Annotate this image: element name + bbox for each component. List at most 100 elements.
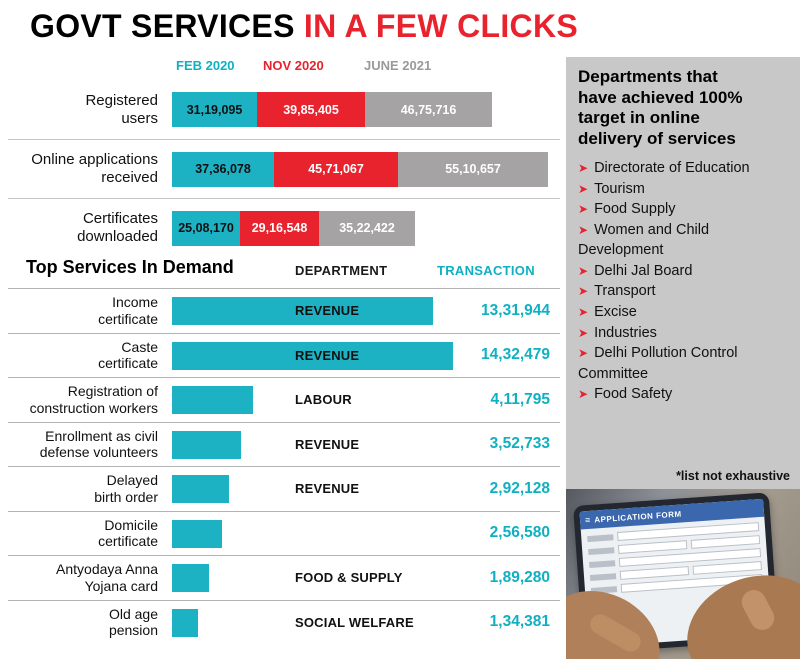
segment-value: 25,08,170 [178, 221, 234, 235]
service-department: REVENUE [295, 303, 360, 319]
service-bar [172, 430, 241, 459]
category-label: Online applications received [31, 151, 158, 186]
list-item: ➤ Transport [578, 281, 788, 302]
bar-segment-nov: 39,85,405 [257, 92, 365, 127]
list-item: ➤ Delhi Jal Board [578, 261, 788, 282]
list-item: ➤ Tourism [578, 179, 788, 200]
arrow-bullet-icon: ➤ [578, 284, 589, 299]
service-label: Old age pension [108, 605, 158, 639]
service-department: REVENUE [295, 481, 360, 497]
segment-value: 45,71,067 [308, 162, 364, 176]
list-item-label: Delhi Pollution Control Committee [578, 345, 738, 382]
form-field-label [588, 546, 615, 555]
service-row-body: SOCIAL WELFARE 1,34,381 [168, 601, 560, 645]
list-item: ➤ Directorate of Education [578, 158, 788, 179]
service-label: Registration of construction workers [29, 383, 158, 416]
segment-value: 46,75,716 [400, 102, 457, 117]
list-item-label: Transport [594, 283, 656, 300]
legend-feb-2020: FEB 2020 [176, 58, 235, 73]
arrow-bullet-icon: ➤ [578, 202, 589, 217]
stacked-bar-chart: Registered users 31,19,095 39,85,405 46,… [8, 80, 560, 257]
form-field [690, 535, 761, 549]
list-item-label: Food Supply [594, 201, 676, 218]
service-row-body: REVENUE 2,92,128 [168, 467, 560, 511]
stacked-bar-row: Online applications received 37,36,078 4… [8, 139, 560, 198]
service-row: Caste certificate REVENUE 14,32,479 [8, 332, 560, 378]
column-header-transaction: TRANSACTION [437, 263, 535, 278]
service-bar [172, 341, 453, 370]
arrow-bullet-icon: ➤ [578, 325, 589, 340]
tablet-photo: ≡ APPLICATION FORM [566, 489, 800, 659]
list-item: ➤ Delhi Pollution Control Committee [578, 343, 788, 384]
service-department: LABOUR [295, 392, 352, 408]
arrow-bullet-icon: ➤ [578, 387, 589, 402]
service-row: Domicile certificate 2,56,580 [8, 510, 560, 556]
stacked-bar: 25,08,170 29,16,548 35,22,422 [172, 210, 415, 246]
panel-heading: Departments that have achieved 100% targ… [578, 67, 743, 149]
list-item-label: Industries [594, 324, 657, 341]
list-item: ➤ Women and Child Development [578, 220, 788, 261]
service-row: Delayed birth order REVENUE 2,92,128 [8, 466, 560, 511]
service-row: Enrollment as civil defense volunteers R… [8, 421, 560, 467]
segment-value: 37,36,078 [195, 162, 251, 176]
arrow-bullet-icon: ➤ [578, 304, 589, 319]
service-label: Antyodaya Anna Yojana card [56, 561, 158, 594]
service-row: Antyodaya Anna Yojana card FOOD & SUPPLY… [8, 555, 560, 600]
department-list: ➤ Directorate of Education ➤ Tourism ➤ Food… [578, 158, 788, 405]
list-item: ➤ Excise [578, 302, 788, 323]
service-department: REVENUE [295, 347, 360, 363]
legend-nov-2020: NOV 2020 [263, 58, 324, 73]
service-bar [172, 608, 198, 637]
form-field [617, 540, 688, 554]
service-label: Enrollment as civil defense volunteers [39, 427, 158, 461]
arrow-bullet-icon: ➤ [578, 160, 589, 175]
service-department: FOOD & SUPPLY [295, 570, 403, 586]
segment-value: 29,16,548 [251, 221, 308, 235]
service-department: SOCIAL WELFARE [295, 614, 414, 630]
page-title-black: GOVT SERVICES [30, 8, 295, 44]
demand-table-header: Top Services In Demand DEPARTMENT TRANSA… [8, 254, 560, 288]
list-item-label: Delhi Jal Board [594, 262, 693, 279]
service-transaction: 2,92,128 [489, 479, 550, 497]
service-transaction: 2,56,580 [489, 524, 550, 542]
service-row: Registration of construction workers LAB… [8, 377, 560, 422]
form-field [619, 566, 690, 580]
service-transaction: 13,31,944 [481, 301, 550, 319]
service-bar [172, 297, 433, 325]
service-bar [172, 386, 253, 414]
list-item-label: Women and Child Development [578, 221, 710, 259]
segment-value: 39,85,405 [283, 102, 339, 117]
bar-segment-nov: 29,16,548 [240, 210, 319, 246]
form-field [692, 561, 762, 575]
service-row-body: REVENUE 13,31,944 [168, 289, 560, 333]
service-transaction: 14,32,479 [481, 346, 550, 364]
service-bar [172, 564, 209, 592]
service-label: Delayed birth order [94, 472, 158, 505]
footnote: *list not exhaustive [676, 469, 790, 483]
demand-table: Income certificate REVENUE 13,31,944 Cas… [8, 288, 560, 644]
menu-icon: ≡ [584, 514, 591, 526]
service-row-body: FOOD & SUPPLY 1,89,280 [168, 556, 560, 600]
stacked-bar: 31,19,095 39,85,405 46,75,716 [172, 92, 492, 127]
segment-value: 31,19,095 [186, 102, 243, 117]
bar-segment-feb: 37,36,078 [172, 151, 274, 187]
service-transaction: 1,34,381 [489, 613, 550, 631]
list-item: ➤ Food Safety [578, 384, 788, 405]
service-transaction: 4,11,795 [490, 390, 550, 408]
stacked-bar: 37,36,078 45,71,067 55,10,657 [172, 151, 548, 187]
service-department: REVENUE [295, 436, 360, 452]
service-row-body: REVENUE 14,32,479 [168, 334, 560, 378]
category-label: Registered users [85, 91, 158, 127]
list-item-label: Excise [594, 303, 637, 320]
service-label: Income certificate [98, 294, 158, 327]
right-panel: Departments that have achieved 100% targ… [566, 57, 800, 659]
service-transaction: 3,52,733 [489, 435, 550, 453]
list-item: ➤ Industries [578, 323, 788, 344]
list-item: ➤ Food Supply [578, 199, 788, 220]
list-item-label: Directorate of Education [594, 159, 750, 176]
bar-segment-june: 35,22,422 [319, 210, 415, 246]
chart-legend: FEB 2020 NOV 2020 JUNE 2021 [176, 58, 560, 76]
bar-segment-feb: 25,08,170 [172, 210, 240, 246]
list-item-label: Food Safety [594, 386, 673, 403]
